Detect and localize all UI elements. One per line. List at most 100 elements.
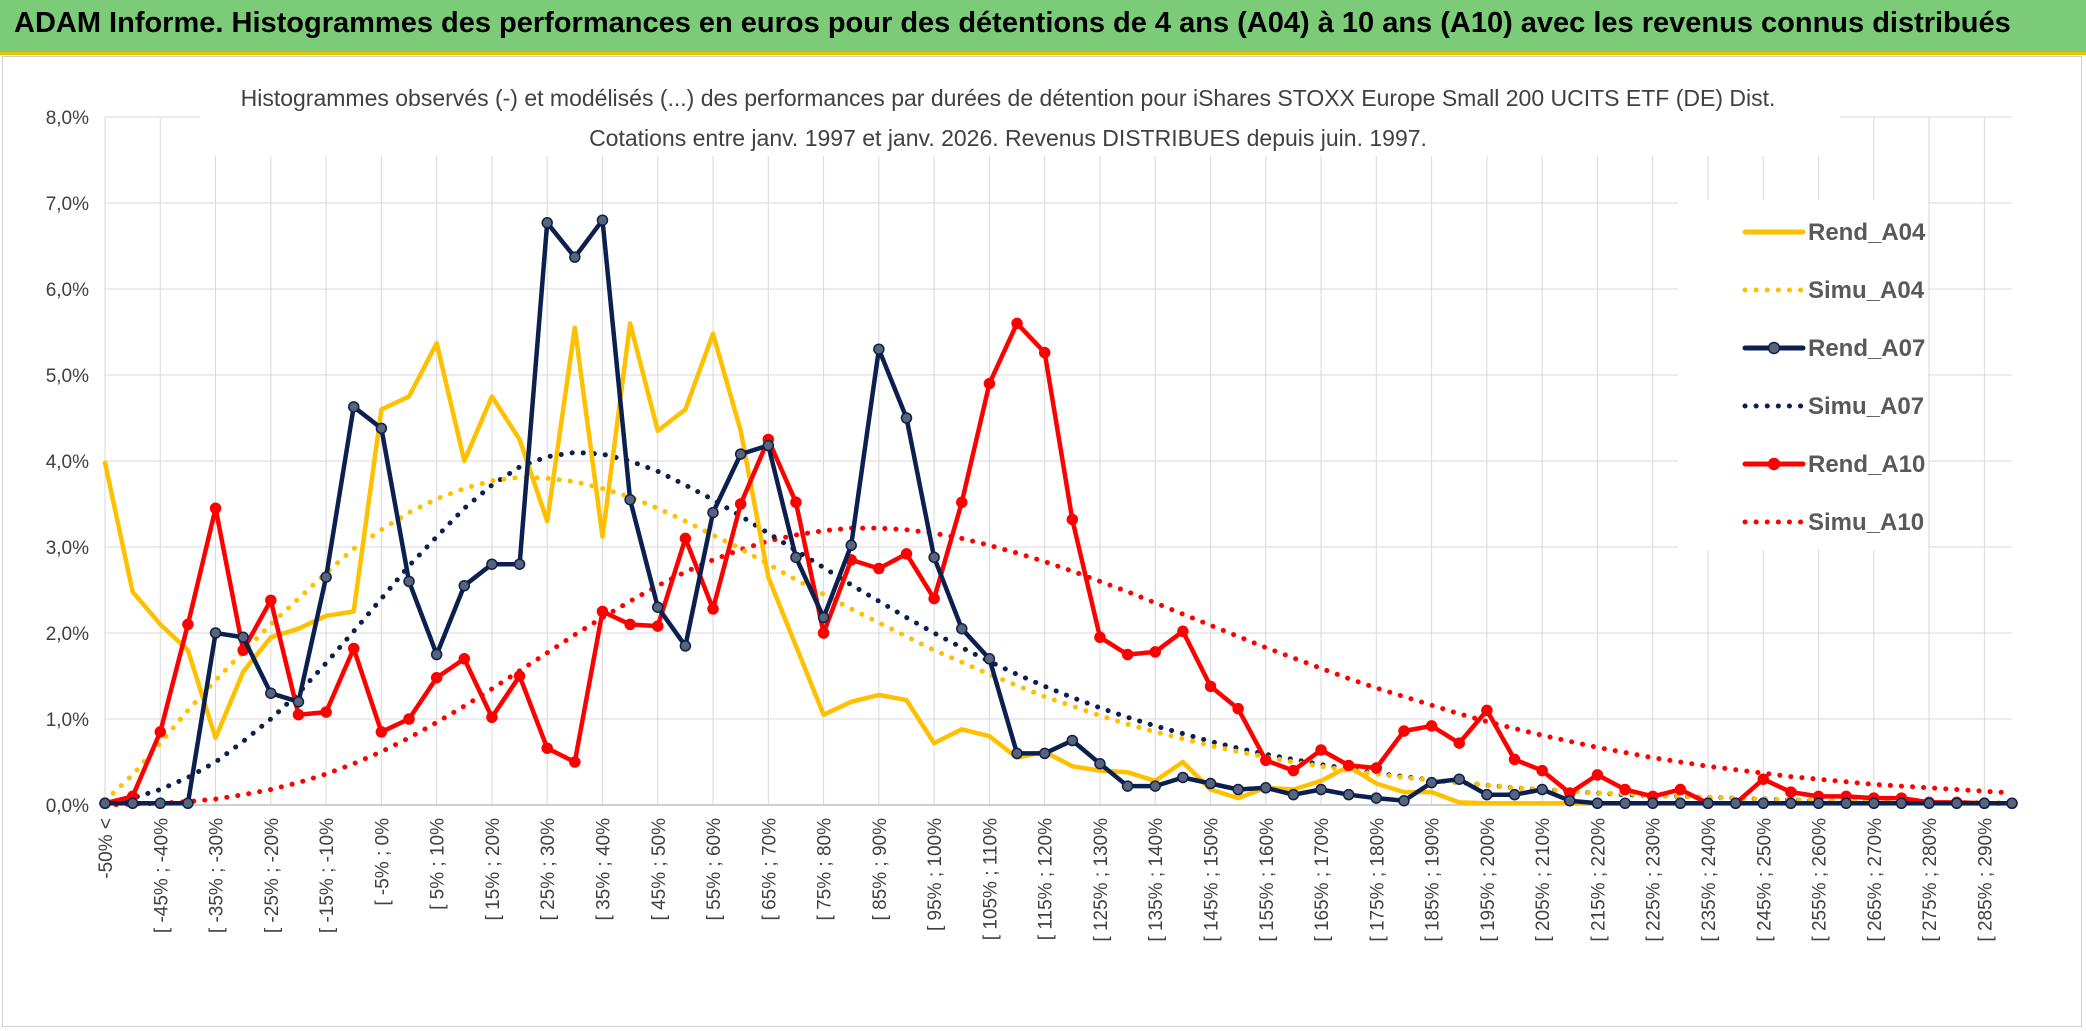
- data-point: [900, 548, 913, 560]
- axis-layer: 0,0% 1,0% 2,0% 3,0% 4,0% 5,0% 6,0% 7,0% 8,0% -50%…: [46, 108, 2012, 942]
- legend-label: Simu_A10: [1808, 509, 1924, 536]
- y-tick-label: 4,0%: [46, 452, 89, 473]
- data-point: [1950, 797, 1963, 810]
- x-tick-label: [ 95% ; 100%: [925, 818, 946, 931]
- data-point: [1011, 747, 1023, 760]
- x-tick-label: [ 225% ; 230%: [1644, 818, 1665, 942]
- data-point: [1370, 762, 1383, 774]
- chart-subtitle: Cotations entre janv. 1997 et janv. 2026…: [589, 125, 1427, 151]
- data-point: [320, 571, 332, 583]
- data-point: [983, 377, 996, 390]
- data-point: [707, 506, 719, 519]
- data-point: [983, 653, 996, 665]
- y-tick-label: 6,0%: [46, 280, 89, 301]
- data-point: [1481, 704, 1493, 717]
- x-tick-label: [ 35% ; 40%: [593, 818, 614, 921]
- chart-legend: Rend_A04 Simu_A04 Rend_A07 Simu_A07 Rend_A10…: [1742, 219, 1926, 536]
- data-point: [458, 653, 471, 665]
- data-point: [1315, 783, 1327, 796]
- data-point: [1066, 513, 1079, 526]
- data-point: [1536, 764, 1548, 777]
- data-point: [1398, 794, 1410, 807]
- data-point: [790, 496, 802, 509]
- data-point: [873, 562, 885, 575]
- data-point: [1840, 797, 1852, 810]
- x-tick-label: [ -35% ; -30%: [207, 818, 228, 933]
- data-point: [1646, 797, 1659, 810]
- data-point: [652, 620, 664, 632]
- data-point: [430, 648, 443, 661]
- data-point: [347, 642, 360, 655]
- data-point: [1425, 720, 1438, 732]
- x-tick-label: [ 55% ; 60%: [704, 818, 725, 921]
- x-tick-label: [ 105% ; 110%: [980, 818, 1001, 940]
- data-point: [817, 611, 830, 624]
- x-tick-label: [ 165% ; 170%: [1312, 818, 1333, 942]
- data-point: [458, 579, 471, 592]
- data-point: [1232, 702, 1244, 715]
- data-point: [182, 797, 194, 810]
- x-tick-label: [ 285% ; 290%: [1975, 818, 1996, 942]
- series-simu-a07: [102, 449, 2015, 808]
- legend-item-rend-a07: Rend_A07: [1742, 335, 1925, 362]
- data-point: [1702, 797, 1714, 810]
- x-tick-label: [ 75% ; 80%: [815, 818, 836, 921]
- chart-frame: [2, 56, 2082, 1027]
- data-point: [596, 214, 609, 226]
- legend-label: Rend_A07: [1808, 335, 1925, 362]
- y-tick-label: 7,0%: [46, 194, 89, 215]
- data-point: [1177, 625, 1189, 638]
- data-point: [873, 343, 885, 355]
- data-point: [1757, 773, 1770, 785]
- data-point: [320, 706, 332, 718]
- data-point: [1812, 797, 1825, 810]
- series-line: [102, 525, 2015, 808]
- legend-label: Rend_A10: [1808, 451, 1925, 478]
- data-point: [1785, 797, 1797, 810]
- data-point: [541, 217, 553, 229]
- x-tick-label: [ 65% ; 70%: [759, 818, 780, 921]
- x-tick-label: [ 195% ; 200%: [1478, 818, 1499, 942]
- data-point: [375, 422, 388, 435]
- data-point: [1038, 747, 1051, 760]
- y-tick-label: 3,0%: [46, 538, 89, 559]
- data-point: [292, 708, 305, 721]
- data-point: [1895, 797, 1908, 810]
- x-tick-label: [ 265% ; 270%: [1865, 818, 1886, 942]
- legend-item-simu-a10: Simu_A10: [1742, 509, 1924, 536]
- x-tick-label: [ -5% ; 0%: [372, 818, 393, 906]
- series-rend-a07: [99, 214, 2018, 810]
- data-point: [1260, 754, 1272, 767]
- data-point: [237, 631, 249, 644]
- legend-label: Rend_A04: [1808, 219, 1926, 246]
- series-line: [102, 449, 2015, 808]
- data-point: [734, 498, 747, 510]
- data-point: [347, 401, 360, 413]
- data-point: [956, 622, 968, 635]
- data-point: [707, 603, 719, 615]
- data-point: [624, 493, 636, 506]
- x-tick-label: [ 115% ; 120%: [1036, 818, 1057, 940]
- data-point: [1287, 788, 1300, 801]
- x-tick-label: [ -45% ; -40%: [151, 818, 172, 933]
- data-point: [1121, 648, 1134, 661]
- data-point: [928, 551, 940, 564]
- x-tick-label: [ 245% ; 250%: [1754, 818, 1775, 942]
- x-tick-label: [ 85% ; 90%: [870, 818, 891, 921]
- x-tick-label: -50% <: [96, 818, 117, 879]
- data-point: [1066, 734, 1079, 747]
- data-point: [126, 797, 139, 810]
- x-tick-label: [ -25% ; -20%: [262, 818, 283, 933]
- data-point: [265, 594, 277, 607]
- legend-item-rend-a04: Rend_A04: [1742, 219, 1926, 246]
- data-point: [1536, 783, 1548, 796]
- data-point: [1177, 771, 1189, 784]
- x-tick-label: [ 25% ; 30%: [538, 818, 559, 921]
- x-tick-label: [ 175% ; 180%: [1367, 818, 1388, 942]
- page-title: ADAM Informe. Histogrammes des performan…: [14, 7, 2011, 39]
- data-point: [817, 627, 830, 639]
- x-tick-label: [ 5% ; 10%: [428, 818, 449, 910]
- data-point: [209, 502, 222, 515]
- data-point: [1370, 792, 1383, 804]
